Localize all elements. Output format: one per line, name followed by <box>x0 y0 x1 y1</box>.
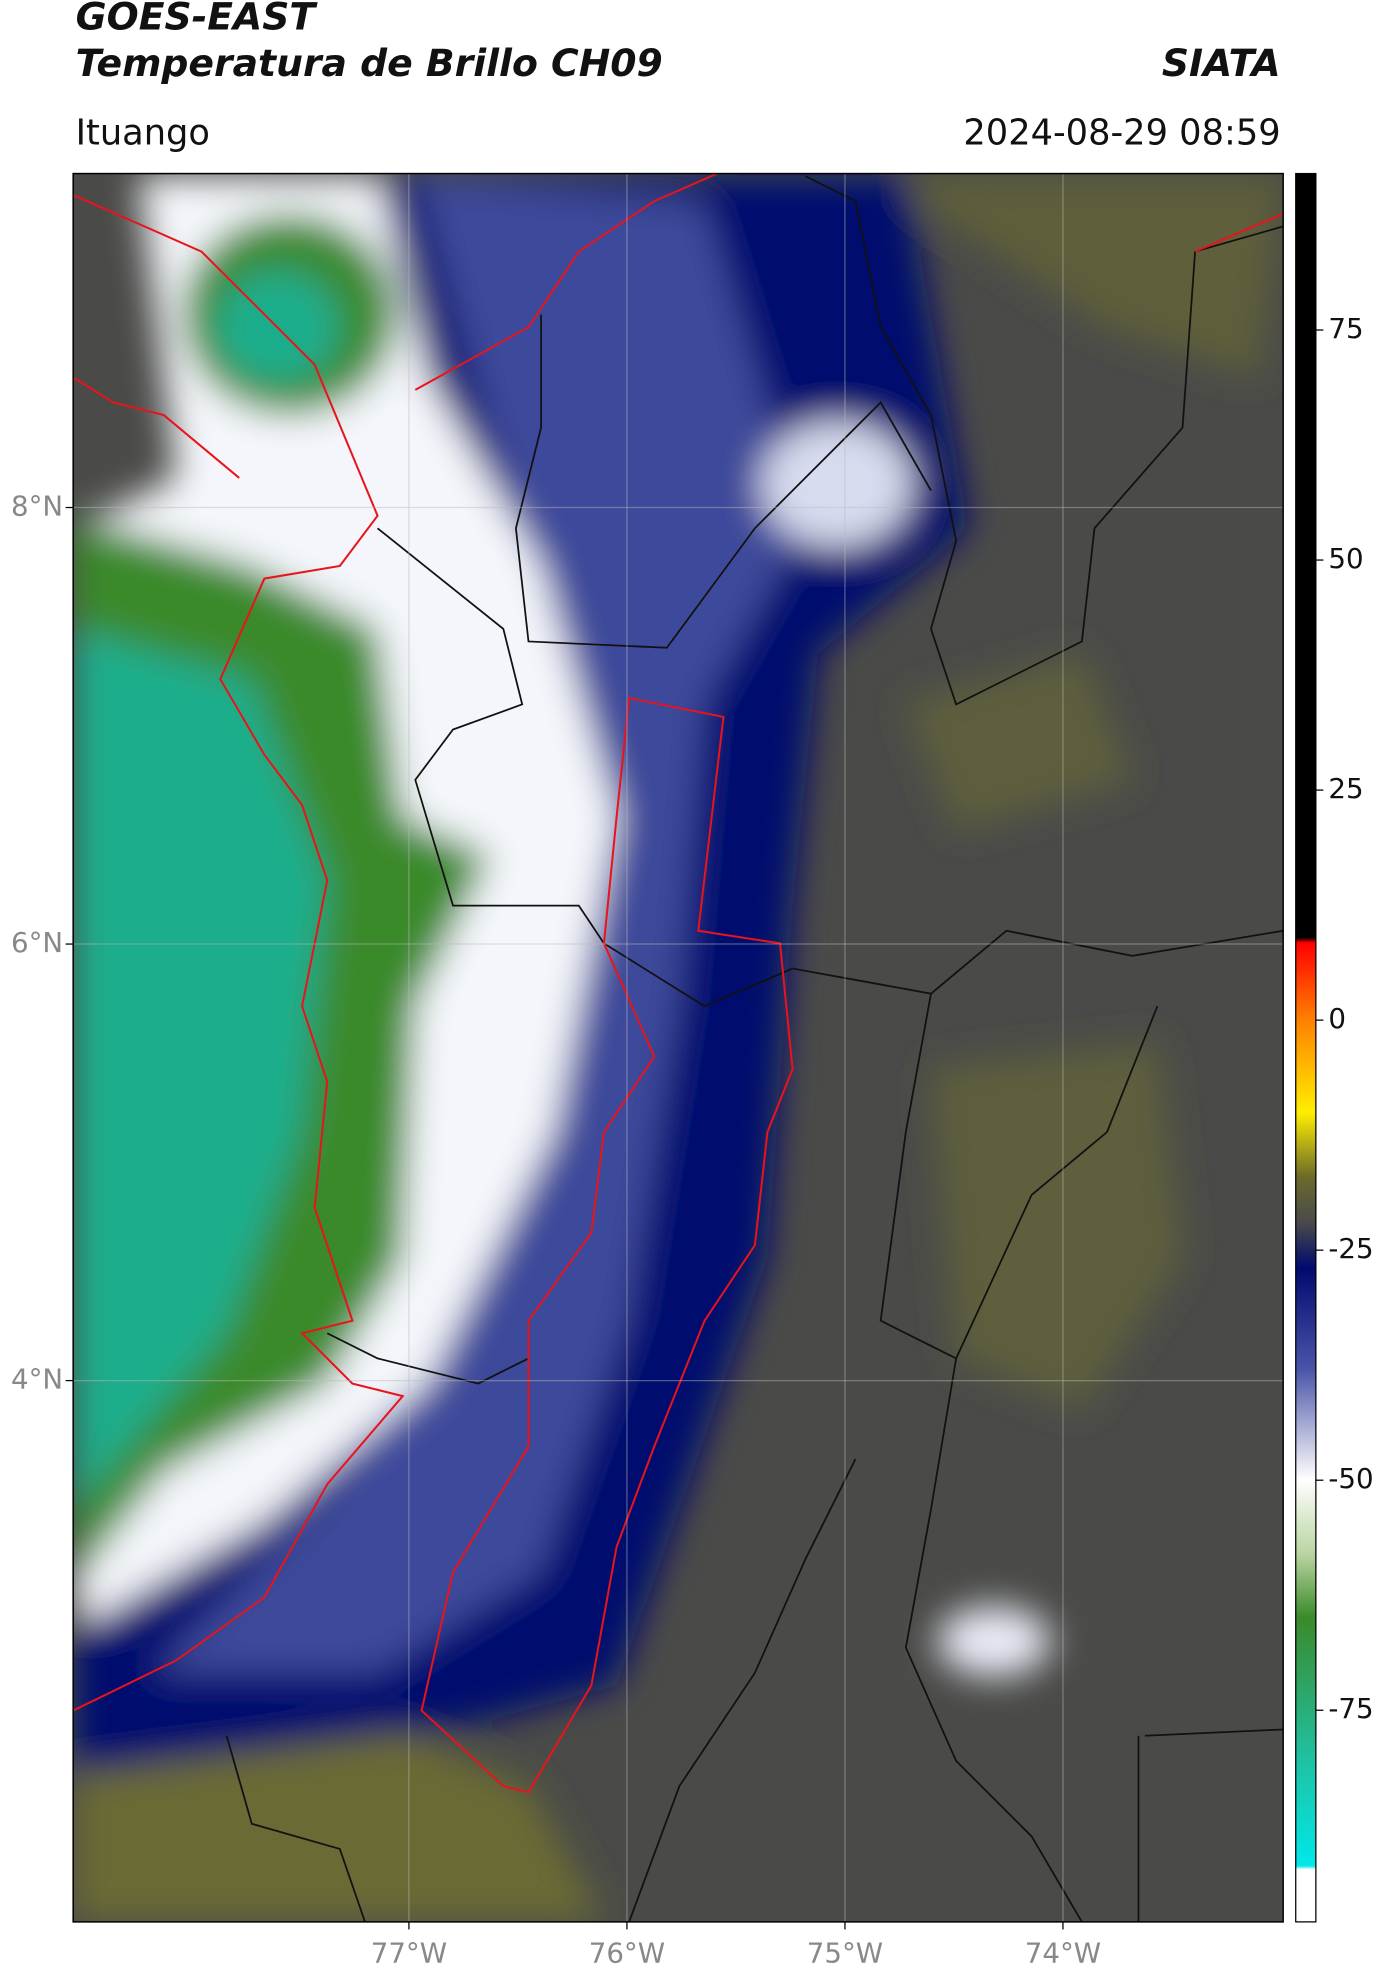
x-tick-label: 77°W <box>371 1937 447 1970</box>
map-frame <box>72 172 1284 1923</box>
subtitle: Temperatura de Brillo CH09 <box>76 41 663 85</box>
location: Ituango <box>76 113 210 154</box>
colorbar-tick-label: 75 <box>1328 312 1363 345</box>
colorbar-tick-label: 0 <box>1328 1002 1346 1035</box>
colorbar-tick-label: -75 <box>1328 1692 1373 1725</box>
colorbar-tick-label: -50 <box>1328 1462 1373 1495</box>
title: GOES-EAST <box>76 0 319 38</box>
colorbar-tick-label: -25 <box>1328 1232 1373 1265</box>
x-tick-label: 76°W <box>589 1937 665 1970</box>
x-tick-label: 75°W <box>807 1937 883 1970</box>
satellite-image <box>73 173 1284 1922</box>
y-tick-label: 4°N <box>11 1363 63 1396</box>
datetime: 2024-08-29 08:59 <box>963 113 1280 154</box>
colorbar-tick-label: 25 <box>1328 772 1363 805</box>
y-tick-label: 8°N <box>11 490 63 523</box>
source: SIATA <box>1162 41 1281 85</box>
colorbar <box>1295 172 1317 1923</box>
y-tick-label: 6°N <box>11 926 63 959</box>
x-tick-label: 74°W <box>1025 1937 1101 1970</box>
colorbar-tick-label: 50 <box>1328 542 1363 575</box>
